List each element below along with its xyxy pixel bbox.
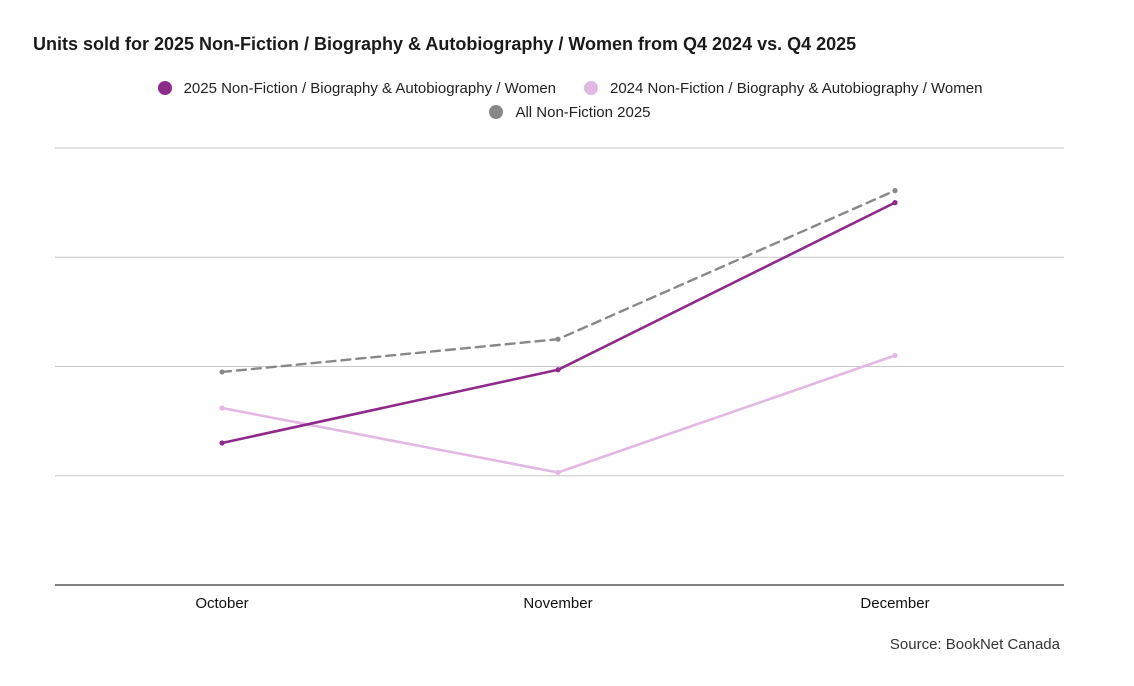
series-2024-women-point-2 <box>892 352 898 359</box>
series-2025-women-point-1 <box>555 367 561 373</box>
series-2024-women-point-0 <box>219 405 225 411</box>
legend-label-all-nonfiction: All Non-Fiction 2025 <box>515 103 651 121</box>
legend-row-2: All Non-Fiction 2025 <box>0 100 1134 124</box>
series-2024-women-point-1 <box>555 469 561 476</box>
legend-swatch-2024-women <box>584 81 598 95</box>
chart-title: Units sold for 2025 Non-Fiction / Biogra… <box>33 34 857 54</box>
source-note: Source: BookNet Canada <box>889 636 1060 653</box>
legend-label-2025-women: 2025 Non-Fiction / Biography & Autobiogr… <box>183 79 556 97</box>
legend-item-2025-women[interactable]: 2025 Non-Fiction / Biography & Autobiogr… <box>157 79 556 97</box>
series-2025-women-line <box>220 201 897 445</box>
series-2025-women-point-0 <box>219 440 225 446</box>
series-2025-women-point-2 <box>892 200 898 206</box>
series-all-nonfiction-point-1 <box>555 336 561 342</box>
legend-label-2024-women: 2024 Non-Fiction / Biography & Autobiogr… <box>610 79 983 97</box>
series-all-nonfiction-point-2 <box>892 188 898 194</box>
legend-swatch-all-nonfiction <box>489 105 504 119</box>
legend-item-2024-women[interactable]: 2024 Non-Fiction / Biography & Autobiogr… <box>584 80 982 97</box>
legend-row-1: 2025 Non-Fiction / Biography & Autobiogr… <box>0 76 1134 100</box>
legend-swatch-2025-women <box>157 81 172 95</box>
chart-legend: 2025 Non-Fiction / Biography & Autobiogr… <box>0 76 1134 124</box>
x-tick-label-0: October <box>195 595 248 612</box>
series-2024-women-line <box>220 354 897 474</box>
series-all-nonfiction-line <box>220 189 897 374</box>
x-tick-label-1: November <box>523 595 592 612</box>
x-tick-label-2: December <box>860 595 929 612</box>
series-all-nonfiction-point-0 <box>219 369 225 375</box>
legend-item-all-nonfiction[interactable]: All Non-Fiction 2025 <box>489 103 651 121</box>
